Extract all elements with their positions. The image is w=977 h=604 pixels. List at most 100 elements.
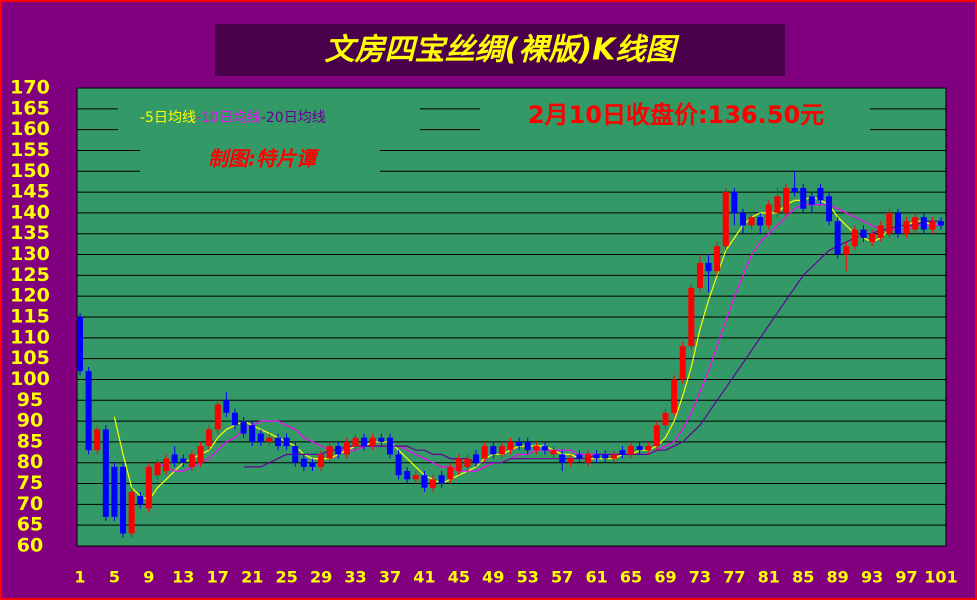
candle-body xyxy=(938,221,944,226)
candle-body xyxy=(636,446,643,451)
candle-body xyxy=(722,192,729,247)
candle-body xyxy=(326,446,333,459)
candle-body xyxy=(111,466,118,517)
candle-body xyxy=(834,221,841,255)
candle-body xyxy=(800,187,807,209)
candle-body xyxy=(541,446,548,451)
candle-body xyxy=(619,450,626,455)
candle-body xyxy=(369,437,376,447)
candle-body xyxy=(180,458,187,463)
y-tick-label: 135 xyxy=(10,222,50,244)
candle-body xyxy=(231,412,238,426)
candle-body xyxy=(404,471,411,480)
x-tick-label: 101 xyxy=(924,568,957,587)
candle-body xyxy=(860,229,867,238)
candle-body xyxy=(869,233,876,243)
candle-body xyxy=(412,475,419,480)
candle-body xyxy=(688,287,695,347)
x-tick-label: 29 xyxy=(310,568,332,587)
legend-box xyxy=(118,102,420,132)
x-tick-label: 1 xyxy=(74,568,85,587)
x-tick-label: 61 xyxy=(585,568,607,587)
y-tick-label: 160 xyxy=(10,118,50,140)
candle-body xyxy=(498,446,505,455)
y-tick-label: 90 xyxy=(17,410,43,432)
credit-box xyxy=(140,144,380,174)
candle-body xyxy=(524,441,531,451)
candle-body xyxy=(567,458,574,463)
candle-body xyxy=(343,441,350,455)
candle-body xyxy=(85,371,92,451)
candle-body xyxy=(421,475,428,488)
candle-body xyxy=(300,458,307,467)
candle-body xyxy=(378,437,385,442)
candle-body xyxy=(894,212,901,234)
candle-body xyxy=(533,446,540,451)
title-band xyxy=(215,24,785,76)
x-tick-label: 49 xyxy=(482,568,504,587)
candle-body xyxy=(628,446,635,455)
y-tick-label: 165 xyxy=(10,97,50,119)
annotation: 2月10日收盘价:136.50元 xyxy=(528,101,824,129)
candle-body xyxy=(550,450,557,455)
candle-body xyxy=(318,454,325,467)
candle-body xyxy=(714,246,721,272)
x-tick-label: 5 xyxy=(109,568,120,587)
candle-body xyxy=(817,187,824,201)
y-tick-label: 65 xyxy=(17,514,43,536)
x-tick-label: 73 xyxy=(689,568,711,587)
y-tick-label: 80 xyxy=(17,451,43,473)
candle-body xyxy=(94,429,101,451)
x-tick-label: 69 xyxy=(654,568,676,587)
candle-body xyxy=(791,187,798,193)
candle-body xyxy=(903,221,910,234)
y-tick-label: 75 xyxy=(17,472,43,494)
x-tick-label: 97 xyxy=(895,568,917,587)
x-tick-label: 33 xyxy=(344,568,366,587)
candle-body xyxy=(748,217,755,226)
y-tick-label: 120 xyxy=(10,285,50,307)
candle-body xyxy=(395,454,402,476)
candle-body xyxy=(163,458,170,472)
candle-body xyxy=(386,437,393,455)
annotation-box xyxy=(480,98,870,132)
candle-body xyxy=(240,421,247,434)
y-tick-label: 115 xyxy=(10,306,50,328)
candle-body xyxy=(584,454,591,463)
candle-body xyxy=(266,437,273,442)
y-tick-label: 145 xyxy=(10,181,50,203)
candle-body xyxy=(275,437,282,447)
candle-body xyxy=(77,317,83,372)
candle-body xyxy=(826,196,833,222)
candle-body xyxy=(679,346,686,380)
candle-body xyxy=(249,425,256,442)
candle-body xyxy=(481,446,488,459)
x-tick-label: 89 xyxy=(827,568,849,587)
candle-body xyxy=(877,225,884,238)
x-tick-label: 37 xyxy=(379,568,401,587)
y-tick-label: 150 xyxy=(10,160,50,182)
candle-body xyxy=(783,187,790,213)
candle-body xyxy=(671,379,678,413)
candle-body xyxy=(257,433,264,442)
x-tick-label: 13 xyxy=(172,568,194,587)
candle-body xyxy=(214,404,221,430)
candle-body xyxy=(653,425,660,447)
moving-average-line xyxy=(157,204,941,472)
candle-body xyxy=(705,262,712,272)
candle-body xyxy=(920,217,927,230)
candle-body xyxy=(808,196,815,205)
candle-body xyxy=(851,229,858,247)
x-tick-label: 85 xyxy=(792,568,814,587)
candle-body xyxy=(912,217,919,230)
x-tick-label: 65 xyxy=(620,568,642,587)
candle-body xyxy=(102,429,109,517)
candle-body xyxy=(171,454,178,463)
x-tick-label: 77 xyxy=(723,568,745,587)
y-tick-label: 70 xyxy=(17,493,43,515)
candle-body xyxy=(757,217,764,226)
y-tick-label: 95 xyxy=(17,389,43,411)
candle-body xyxy=(128,491,135,534)
candle-body xyxy=(516,441,523,447)
candle-body xyxy=(292,446,299,463)
